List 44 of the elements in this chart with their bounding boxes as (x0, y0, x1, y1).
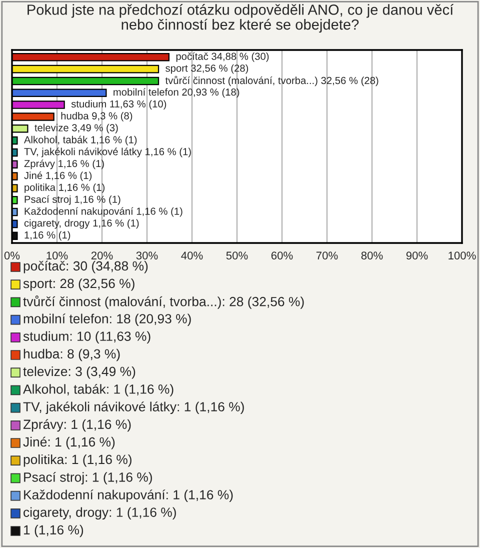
x-tick-label: 60% (271, 252, 293, 260)
chart-title: Pokud jste na předchozí otázku odpověděli ANO, co je danou věcí nebo činností bez které se obejdete? (28, 4, 454, 33)
data-label: sport 32,56 % (28) (166, 64, 248, 74)
x-tick-label: 90% (406, 252, 428, 260)
data-label: hudba 9,3 % (8) (61, 112, 132, 122)
data-label: cigarety, drogy 1,16 % (1) (24, 219, 139, 229)
x-tick-label: 0% (4, 252, 20, 260)
text: hudba: 8 (9,3 %) (24, 348, 120, 362)
data-label: Alkohol, tabák 1,16 % (1) (24, 136, 137, 146)
data-label: Psací stroj 1,16 % (1) (24, 195, 120, 205)
x-tick-label: 40% (181, 252, 203, 260)
text: TV, jakékoli návikové látky: 1 (1,16 %) (23, 402, 244, 414)
text: politika: 1 (1,16 %) (24, 454, 132, 467)
x-tick-label: 50% (226, 252, 248, 260)
text: tvůrčí činnost (malování, tvorba...): 28 (32,56 %) (23, 296, 304, 309)
text: Psací stroj: 1 (1,16 %) (24, 472, 152, 484)
x-tick-label: 70% (316, 252, 338, 260)
data-label: studium 11,63 % (10) (71, 100, 166, 110)
data-label: politika 1,16 % (1) (24, 183, 104, 193)
x-tick-label: 30% (136, 252, 158, 260)
text: televize: 3 (3,49 %) (23, 366, 136, 379)
text: Alkohol, tabák: 1 (1,16 %) (23, 384, 174, 396)
text: cigarety, drogy: 1 (1,16 %) (24, 507, 176, 520)
text: mobilní telefon: 18 (20,93 %) (24, 314, 191, 326)
x-tick-label: 100% (448, 252, 476, 260)
text: sport: 28 (32,56 %) (23, 278, 134, 291)
text: 1 (1,16 %) (24, 524, 84, 538)
data-label: TV, jakékoli návikové látky 1,16 % (1) (24, 148, 191, 158)
data-label: mobilní telefon 20,93 % (18) (114, 88, 240, 98)
data-label: televize 3,49 % (3) (34, 124, 118, 134)
data-label: Každodenní nakupování 1,16 % (1) (24, 207, 182, 217)
data-label: počítač 34,88 % (30) (176, 52, 269, 62)
text: Jiné: 1 (1,16 %) (23, 436, 115, 450)
data-label: 1,16 % (1) (24, 231, 70, 241)
x-tick-label: 10% (46, 252, 68, 260)
data-label: Jiné 1,16 % (1) (24, 171, 92, 182)
data-label: tvůrčí činnost (malování, tvorba...) 32,56 % (28) (165, 76, 378, 86)
data-label: Zprávy 1,16 % (1) (24, 160, 104, 170)
text: studium: 10 (11,63 %) (23, 331, 150, 344)
text: počítač: 30 (34,88 %) (24, 260, 148, 274)
x-tick-label: 80% (361, 252, 383, 260)
text: Každodenní nakupování: 1 (1,16 %) (24, 490, 233, 502)
text: Zprávy: 1 (1,16 %) (23, 419, 131, 432)
x-tick-label: 20% (91, 252, 113, 260)
